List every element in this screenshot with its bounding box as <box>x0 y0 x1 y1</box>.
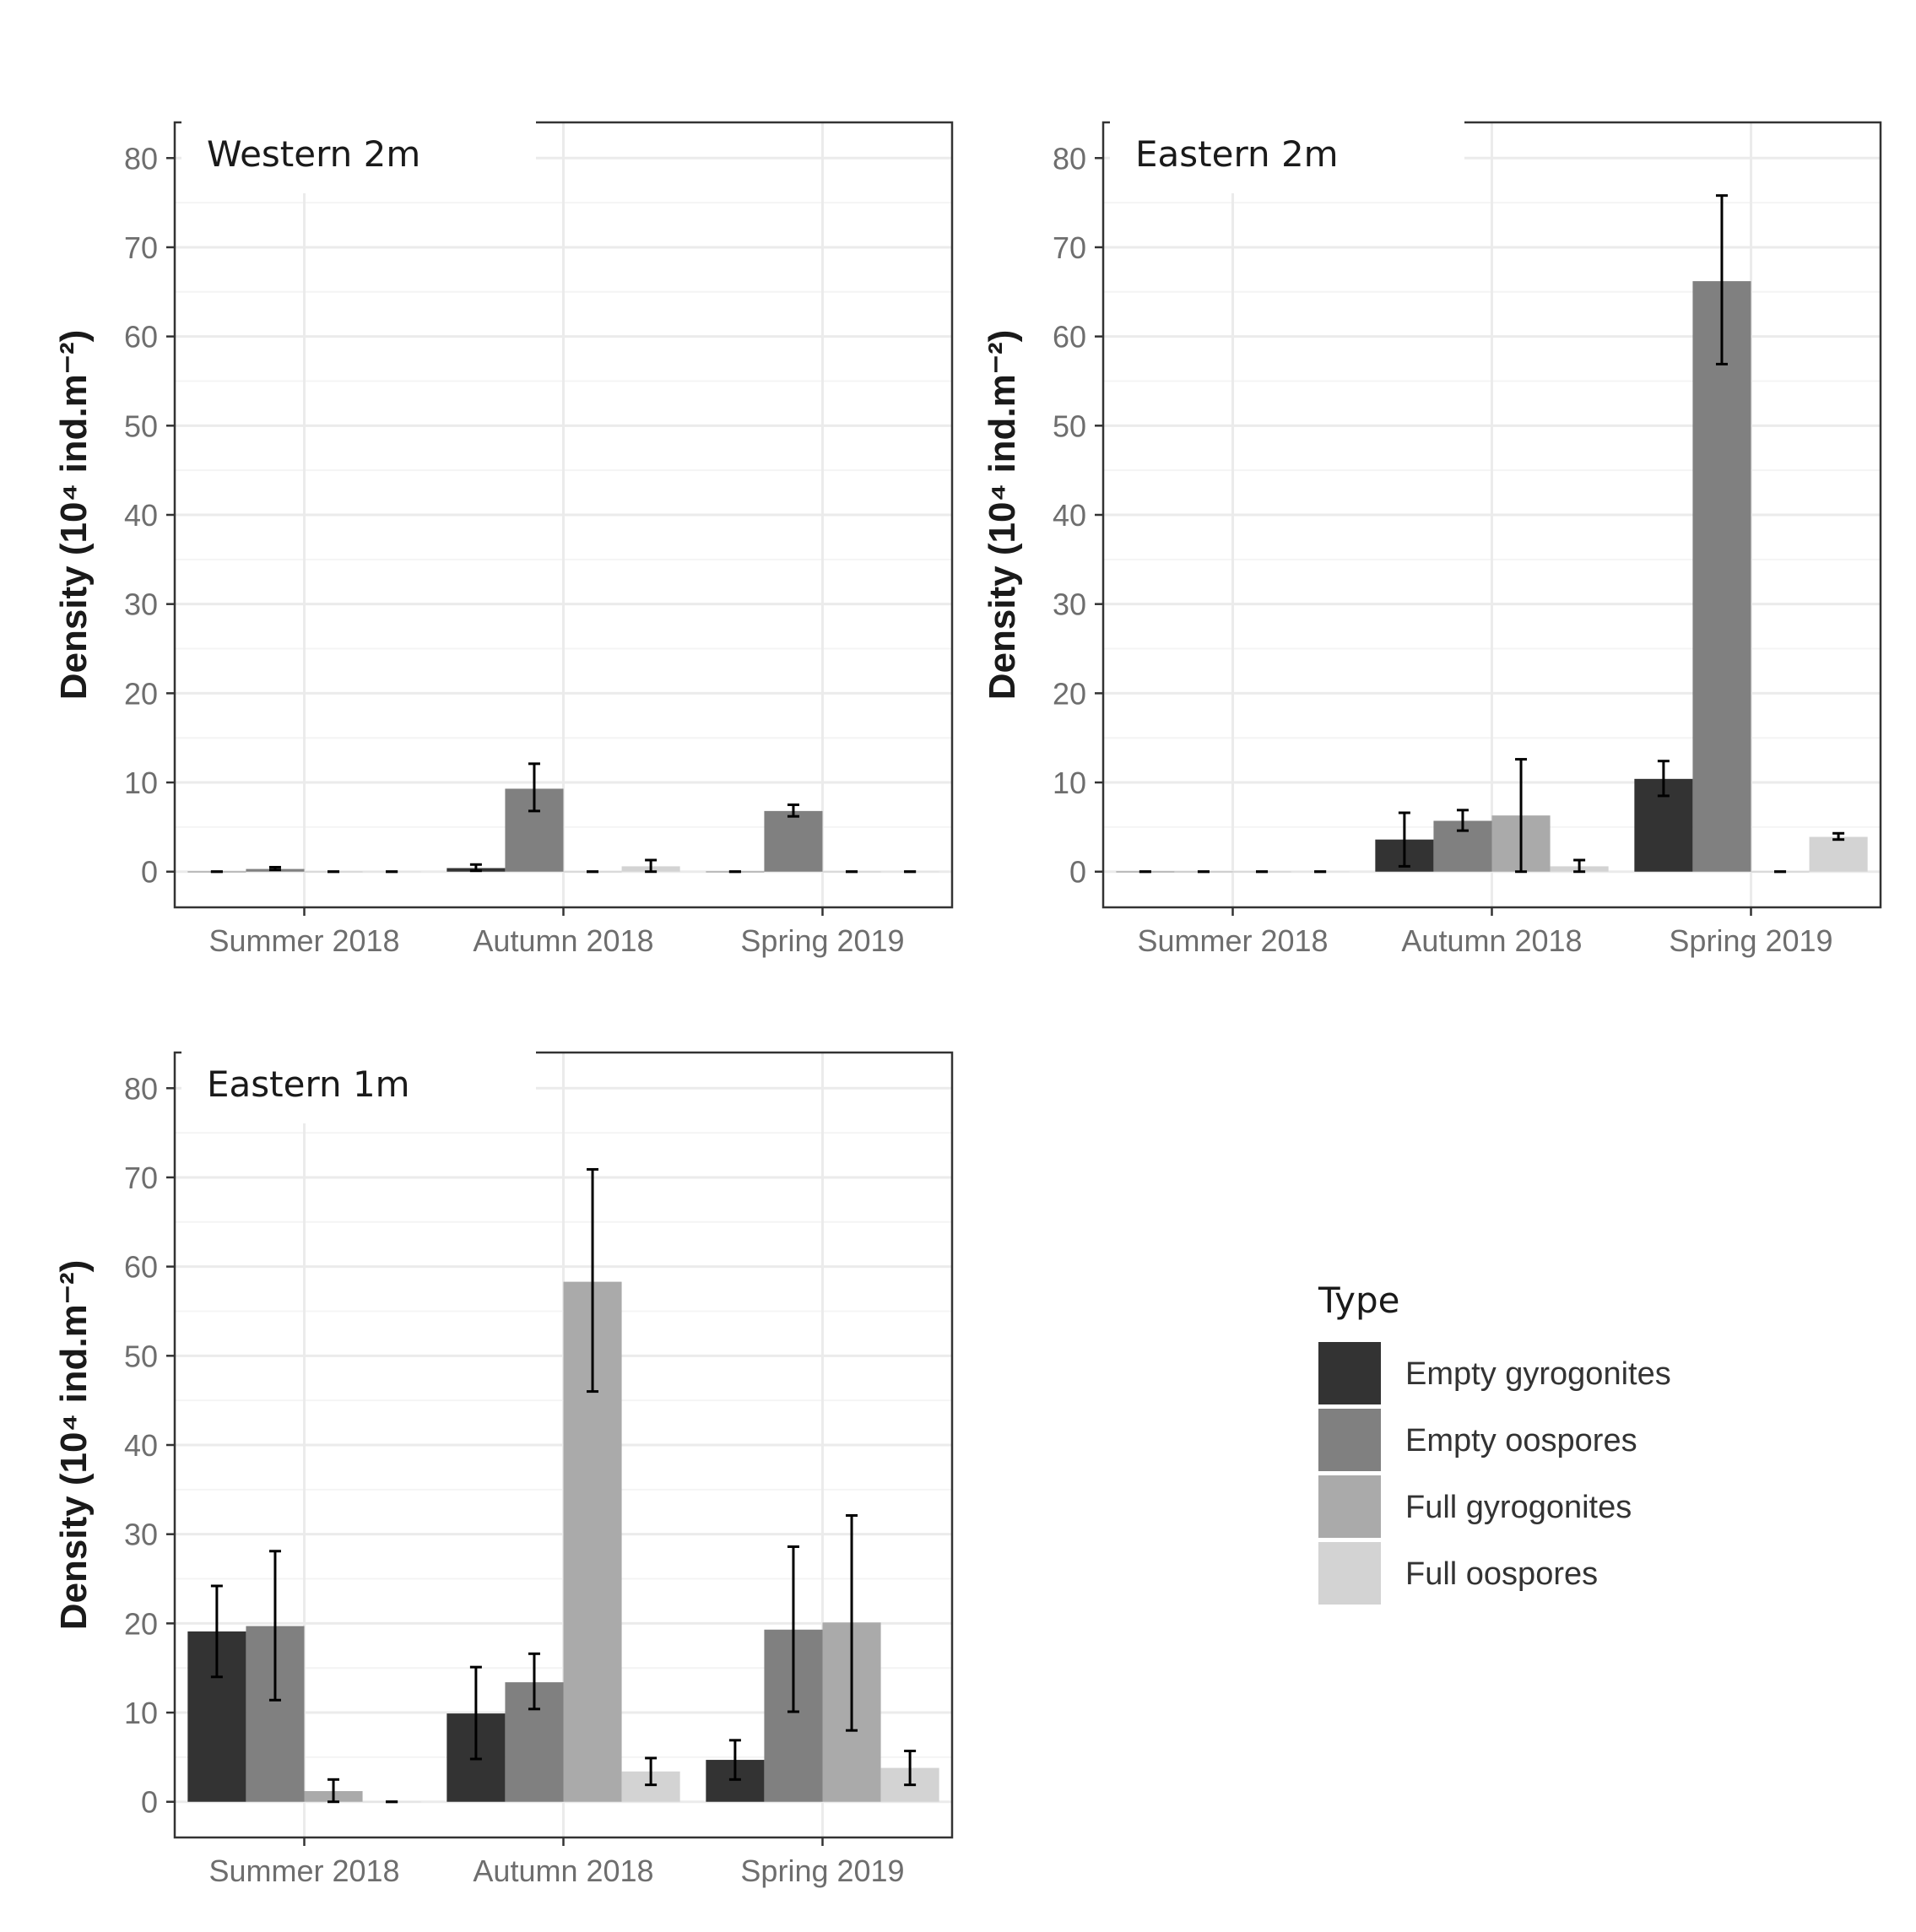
legend-item-empty-oospores: Empty oospores <box>1318 1409 1637 1471</box>
error-bar <box>528 762 540 813</box>
x-tick-label: Spring 2019 <box>1669 923 1832 958</box>
legend-label: Full gyrogonites <box>1405 1490 1632 1525</box>
y-axis-label: Density (10⁴ ind.m⁻²) <box>982 330 1023 701</box>
y-axis-label: Density (10⁴ ind.m⁻²) <box>53 1260 95 1631</box>
error-bar <box>587 1167 599 1394</box>
panel-title: Eastern 2m <box>1135 133 1339 175</box>
error-bar <box>728 1739 741 1781</box>
error-bar <box>210 1584 223 1679</box>
bar-empty-oospores-spring-2019 <box>764 810 823 872</box>
y-tick-label: 40 <box>1053 498 1086 533</box>
error-bar <box>846 1513 858 1732</box>
x-tick-label: Autumn 2018 <box>1401 923 1582 958</box>
legend-key <box>1318 1475 1381 1538</box>
error-bar <box>1657 760 1670 798</box>
error-bar <box>327 1778 340 1804</box>
y-tick-label: 10 <box>124 1696 158 1730</box>
error-bar <box>904 1749 917 1787</box>
error-bar <box>1715 194 1728 365</box>
panel-3: Eastern 1m 0 10 20 30 40 50 60 70 80 Summer 2018 Au… <box>53 1051 954 1888</box>
bar-full-oospores-spring-2019 <box>1809 836 1868 872</box>
error-bar <box>645 1756 658 1787</box>
panel-title: Eastern 1m <box>207 1063 410 1105</box>
panel-2: Eastern 2m 0 10 20 30 40 50 60 70 80 Summer 2018 Au… <box>982 121 1882 958</box>
error-bar <box>1456 809 1469 832</box>
y-tick-label: 60 <box>1053 320 1086 354</box>
y-tick-label: 80 <box>1053 141 1086 176</box>
x-tick-label: Autumn 2018 <box>473 923 653 958</box>
y-tick-label: 80 <box>124 141 158 176</box>
legend-item-full-oospores: Full oospores <box>1318 1542 1598 1605</box>
y-tick-label: 50 <box>1053 409 1086 443</box>
y-tick-label: 20 <box>1053 676 1086 711</box>
error-bar <box>1515 758 1528 874</box>
legend-item-full-gyrogonites: Full gyrogonites <box>1318 1475 1632 1538</box>
y-tick-label: 50 <box>124 409 158 443</box>
bar-empty-oospores-spring-2019 <box>1692 281 1751 872</box>
legend-label: Empty gyrogonites <box>1405 1356 1671 1392</box>
panel-1: Western 2m 0 10 20 30 40 50 60 70 80 Summer 2018 Au… <box>53 121 954 958</box>
error-bar <box>268 865 281 872</box>
y-tick-label: 70 <box>124 230 158 265</box>
legend: Type Empty gyrogonites Empty oospores Full… <box>1318 1280 1671 1605</box>
error-bar <box>469 1665 482 1761</box>
legend-label: Empty oospores <box>1405 1423 1637 1458</box>
error-bar <box>1398 811 1410 868</box>
x-tick-label: Summer 2018 <box>208 1854 399 1888</box>
legend-key <box>1318 1342 1381 1404</box>
panel-title-box <box>1110 121 1464 193</box>
y-tick-label: 80 <box>124 1071 158 1106</box>
error-bar <box>528 1652 540 1711</box>
y-tick-label: 40 <box>124 1428 158 1463</box>
legend-title: Type <box>1318 1280 1399 1321</box>
error-bar <box>645 858 658 874</box>
legend-label: Full oospores <box>1405 1556 1598 1592</box>
y-tick-label: 30 <box>1053 587 1086 622</box>
y-tick-label: 10 <box>1053 766 1086 800</box>
y-tick-label: 30 <box>124 587 158 622</box>
error-bar <box>787 1545 799 1713</box>
error-bar <box>787 803 799 818</box>
y-tick-label: 20 <box>124 1606 158 1641</box>
y-axis-label: Density (10⁴ ind.m⁻²) <box>53 330 95 701</box>
y-tick-label: 70 <box>124 1161 158 1195</box>
panel-title: Western 2m <box>207 133 420 175</box>
legend-key <box>1318 1409 1381 1471</box>
x-tick-label: Spring 2019 <box>740 923 904 958</box>
error-bar <box>1832 831 1845 842</box>
error-bar <box>268 1550 281 1702</box>
x-tick-label: Summer 2018 <box>1137 923 1328 958</box>
x-tick-label: Spring 2019 <box>740 1854 904 1888</box>
panel-title-box <box>181 121 536 193</box>
x-tick-label: Autumn 2018 <box>473 1854 653 1888</box>
legend-item-empty-gyrogonites: Empty gyrogonites <box>1318 1342 1671 1404</box>
y-tick-label: 60 <box>124 320 158 354</box>
legend-key <box>1318 1542 1381 1605</box>
y-tick-label: 30 <box>124 1518 158 1552</box>
error-bar <box>1573 858 1586 874</box>
y-tick-label: 20 <box>124 676 158 711</box>
panel-title-box <box>181 1051 536 1123</box>
error-bar <box>469 863 482 873</box>
y-tick-label: 60 <box>124 1250 158 1285</box>
y-tick-label: 0 <box>1069 855 1086 890</box>
x-tick-label: Summer 2018 <box>208 923 399 958</box>
y-tick-label: 10 <box>124 766 158 800</box>
y-tick-label: 70 <box>1053 230 1086 265</box>
y-tick-label: 50 <box>124 1339 158 1373</box>
y-tick-label: 40 <box>124 498 158 533</box>
y-tick-label: 0 <box>141 1785 158 1820</box>
y-tick-label: 0 <box>141 855 158 890</box>
